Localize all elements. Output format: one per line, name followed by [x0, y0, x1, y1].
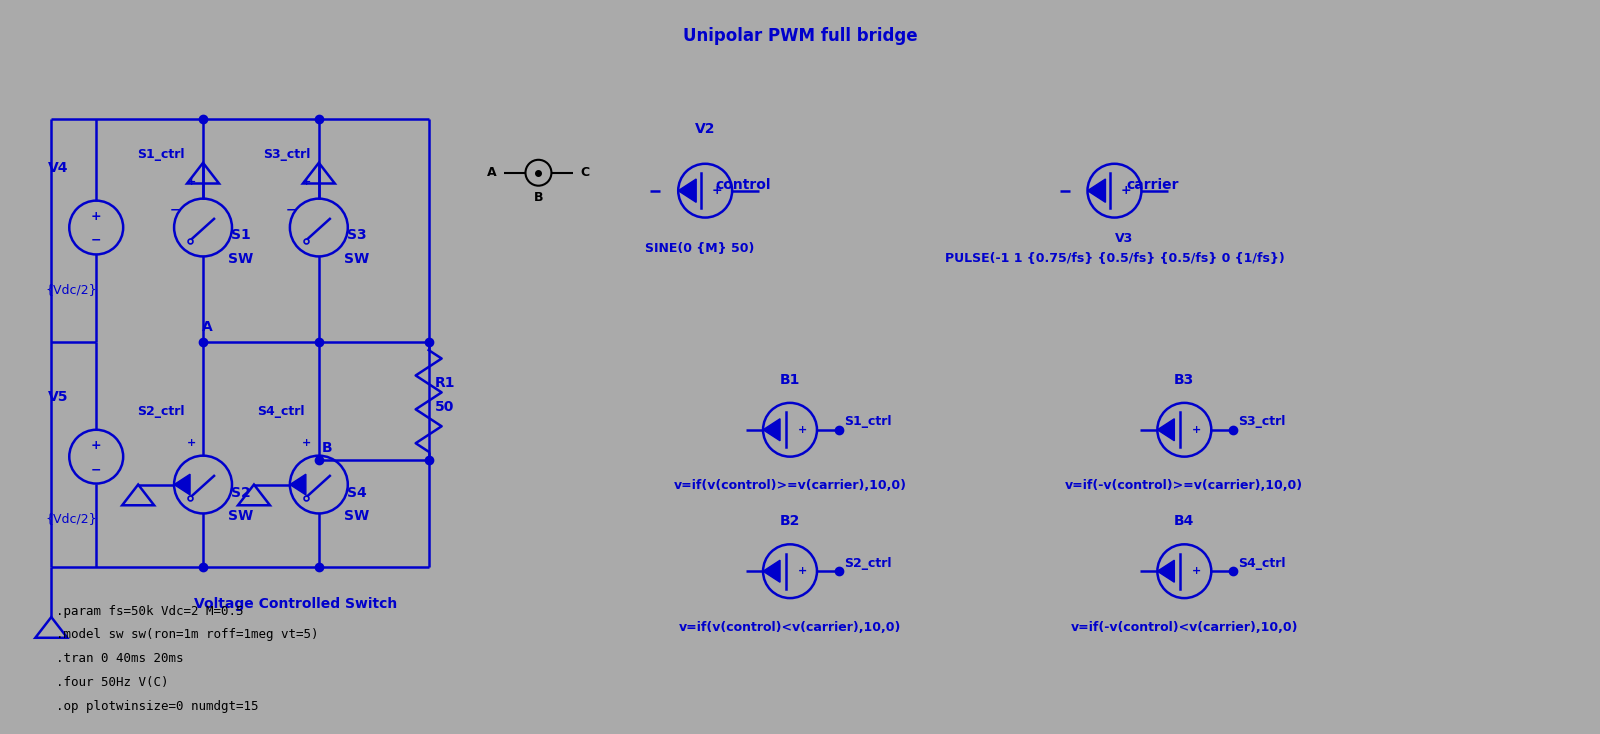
Polygon shape: [678, 179, 696, 203]
Text: .tran 0 40ms 20ms: .tran 0 40ms 20ms: [56, 653, 184, 666]
Text: B3: B3: [1174, 373, 1195, 387]
Text: B: B: [534, 191, 544, 204]
Text: S4: S4: [347, 485, 366, 500]
Text: {Vdc/2}: {Vdc/2}: [45, 283, 98, 296]
Text: V4: V4: [48, 161, 69, 175]
Text: B1: B1: [779, 373, 800, 387]
Polygon shape: [174, 474, 190, 495]
Text: V5: V5: [48, 390, 69, 404]
Text: 50: 50: [435, 400, 454, 414]
Text: +: +: [91, 210, 101, 223]
Text: B4: B4: [1174, 515, 1195, 528]
Text: B: B: [322, 440, 333, 454]
Text: +: +: [187, 177, 195, 186]
Text: S2_ctrl: S2_ctrl: [843, 557, 891, 570]
Polygon shape: [1157, 419, 1174, 441]
Text: S4_ctrl: S4_ctrl: [1238, 557, 1286, 570]
Text: S3_ctrl: S3_ctrl: [264, 148, 310, 161]
Text: S1_ctrl: S1_ctrl: [138, 148, 186, 161]
Text: +: +: [710, 184, 722, 197]
Text: {Vdc/2}: {Vdc/2}: [45, 512, 98, 525]
Text: B2: B2: [779, 515, 800, 528]
Text: R1: R1: [434, 376, 454, 390]
Text: +: +: [91, 439, 101, 452]
Text: Voltage Controlled Switch: Voltage Controlled Switch: [194, 597, 397, 611]
Text: +: +: [1192, 566, 1202, 576]
Polygon shape: [290, 474, 306, 495]
Text: +: +: [797, 425, 806, 435]
Text: A: A: [202, 320, 213, 334]
Text: .four 50Hz V(C): .four 50Hz V(C): [56, 676, 168, 689]
Text: +: +: [1120, 184, 1131, 197]
Text: +: +: [1192, 425, 1202, 435]
Text: Unipolar PWM full bridge: Unipolar PWM full bridge: [683, 27, 917, 46]
Text: +: +: [797, 566, 806, 576]
Text: .param fs=50k Vdc=2 M=0.5: .param fs=50k Vdc=2 M=0.5: [56, 605, 243, 617]
Polygon shape: [1088, 179, 1106, 203]
Text: SINE(0 {M} 50): SINE(0 {M} 50): [645, 242, 755, 255]
Text: S3_ctrl: S3_ctrl: [1238, 415, 1286, 429]
Text: S2: S2: [230, 485, 251, 500]
Text: V3: V3: [1115, 232, 1133, 245]
Text: .op plotwinsize=0 numdgt=15: .op plotwinsize=0 numdgt=15: [56, 700, 259, 713]
Text: SW: SW: [344, 252, 370, 266]
Text: +: +: [187, 437, 195, 448]
Text: control: control: [715, 178, 771, 192]
Text: SW: SW: [344, 509, 370, 523]
Text: carrier: carrier: [1126, 178, 1179, 192]
Text: v=if(v(control)>=v(carrier),10,0): v=if(v(control)>=v(carrier),10,0): [674, 479, 907, 492]
Text: S2_ctrl: S2_ctrl: [138, 405, 186, 418]
Text: V2: V2: [694, 122, 715, 136]
Text: v=if(-v(control)>=v(carrier),10,0): v=if(-v(control)>=v(carrier),10,0): [1066, 479, 1304, 492]
Text: SW: SW: [229, 509, 253, 523]
Polygon shape: [1157, 560, 1174, 582]
Text: PULSE(-1 1 {0.75/fs} {0.5/fs} {0.5/fs} 0 {1/fs}): PULSE(-1 1 {0.75/fs} {0.5/fs} {0.5/fs} 0…: [944, 252, 1285, 265]
Text: S1: S1: [230, 228, 251, 242]
Text: −: −: [91, 234, 101, 247]
Text: v=if(-v(control)<v(carrier),10,0): v=if(-v(control)<v(carrier),10,0): [1070, 620, 1298, 633]
Text: v=if(v(control)<v(carrier),10,0): v=if(v(control)<v(carrier),10,0): [678, 620, 901, 633]
Text: .model sw sw(ron=1m roff=1meg vt=5): .model sw sw(ron=1m roff=1meg vt=5): [56, 628, 318, 642]
Text: S3: S3: [347, 228, 366, 242]
Text: −: −: [170, 203, 181, 216]
Text: −: −: [286, 203, 296, 216]
Text: S4_ctrl: S4_ctrl: [258, 405, 304, 418]
Text: SW: SW: [229, 252, 253, 266]
Text: C: C: [581, 166, 589, 179]
Text: +: +: [302, 177, 312, 186]
Text: A: A: [486, 166, 496, 179]
Text: −: −: [91, 463, 101, 476]
Text: S1_ctrl: S1_ctrl: [843, 415, 891, 429]
Polygon shape: [763, 560, 781, 582]
Polygon shape: [763, 419, 781, 441]
Text: +: +: [302, 437, 312, 448]
